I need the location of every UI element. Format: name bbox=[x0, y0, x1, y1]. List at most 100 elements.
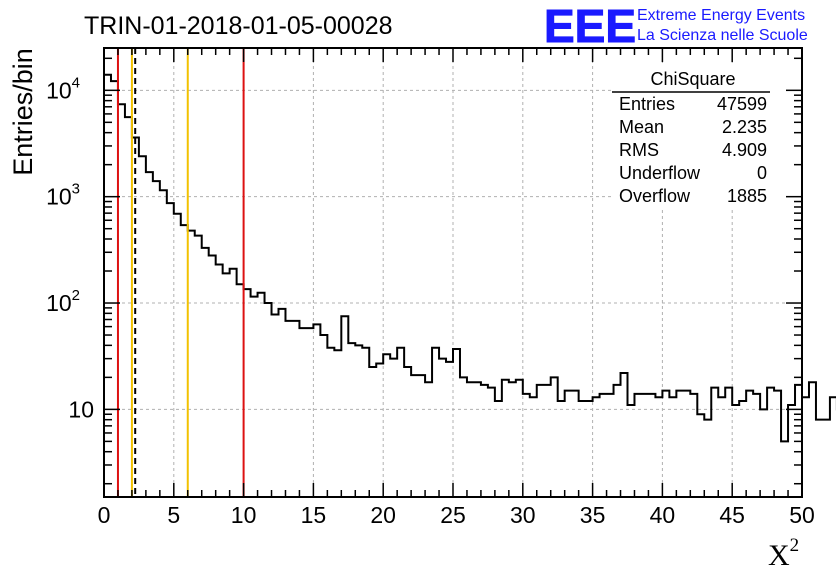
histogram-bin bbox=[760, 409, 767, 497]
histogram-bin bbox=[174, 214, 181, 497]
histogram-bin bbox=[425, 382, 432, 497]
histogram-bin bbox=[237, 284, 244, 497]
x-tick-label: 15 bbox=[301, 502, 327, 528]
logo-line-1: Extreme Energy Events bbox=[637, 7, 805, 24]
histogram-bin bbox=[146, 172, 153, 497]
histogram-bin bbox=[565, 391, 572, 497]
stats-label-rms: RMS bbox=[619, 140, 659, 160]
histogram-bin bbox=[579, 401, 586, 497]
histogram-bin bbox=[802, 397, 809, 497]
histogram-bin bbox=[195, 236, 202, 497]
histogram-bin bbox=[362, 348, 369, 497]
histogram-bin bbox=[628, 405, 635, 497]
y-tick-label-exponent: 4 bbox=[72, 74, 80, 91]
histogram-bin bbox=[621, 373, 628, 497]
histogram-bin bbox=[411, 375, 418, 497]
histogram-bin bbox=[306, 328, 313, 497]
histogram-bin bbox=[704, 420, 711, 497]
histogram-bin bbox=[439, 359, 446, 497]
histogram-bin bbox=[558, 401, 565, 497]
chart-title: TRIN-01-2018-01-05-00028 bbox=[84, 12, 393, 40]
histogram-bin bbox=[551, 377, 558, 497]
histogram-bin bbox=[397, 348, 404, 497]
histogram-bin bbox=[732, 405, 739, 497]
x-tick-label: 45 bbox=[719, 502, 745, 528]
y-tick-label-base: 10 bbox=[46, 290, 72, 316]
histogram-bin bbox=[376, 363, 383, 497]
histogram-bin bbox=[669, 397, 676, 497]
stats-label-overflow: Overflow bbox=[619, 186, 691, 206]
histogram-bin bbox=[683, 391, 690, 497]
y-tick-label-exponent: 3 bbox=[72, 181, 80, 198]
histogram-bin bbox=[634, 394, 641, 497]
eee-logo-mark: EEE bbox=[544, 0, 636, 52]
histogram-bin bbox=[285, 321, 292, 497]
histogram-bin bbox=[788, 405, 795, 497]
eee-logo: EEE Extreme Energy Events La Scienza nel… bbox=[544, 0, 808, 53]
y-tick-label: 104 bbox=[46, 74, 80, 103]
histogram-bin bbox=[244, 289, 251, 497]
histogram-bin bbox=[523, 394, 530, 497]
histogram-bin bbox=[767, 388, 774, 497]
histogram-bin bbox=[432, 348, 439, 497]
stats-label-entries: Entries bbox=[619, 94, 675, 114]
histogram-bin bbox=[823, 420, 830, 497]
histogram-bin bbox=[446, 362, 453, 497]
histogram-bin bbox=[648, 394, 655, 497]
histogram-bin bbox=[404, 367, 411, 497]
histogram-bin bbox=[334, 350, 341, 497]
logo-line-2: La Scienza nelle Scuole bbox=[637, 27, 808, 44]
x-tick-label: 50 bbox=[789, 502, 815, 528]
stats-box-background bbox=[612, 64, 802, 209]
histogram-bin bbox=[355, 345, 362, 497]
stats-value-entries: 47599 bbox=[717, 94, 767, 114]
histogram-bin bbox=[781, 441, 788, 497]
histogram-bin bbox=[167, 203, 174, 497]
histogram-bin bbox=[753, 394, 760, 497]
histogram-bin bbox=[725, 388, 732, 497]
histogram-bin bbox=[655, 397, 662, 497]
histogram-bin bbox=[495, 401, 502, 497]
histogram-bin bbox=[662, 391, 669, 497]
histogram-bin bbox=[111, 81, 118, 497]
histogram-bin bbox=[209, 255, 216, 497]
y-tick-label-base: 10 bbox=[46, 184, 72, 210]
histogram-bin bbox=[327, 348, 334, 497]
histogram-bin bbox=[676, 391, 683, 497]
histogram-bin bbox=[160, 190, 167, 497]
histogram-bin bbox=[502, 380, 509, 497]
histogram-bin bbox=[383, 354, 390, 497]
histogram-bin bbox=[369, 367, 376, 497]
y-tick-label-exponent: 2 bbox=[72, 287, 80, 304]
x-tick-label: 10 bbox=[231, 502, 257, 528]
stats-value-overflow: 1885 bbox=[727, 186, 767, 206]
histogram-bin bbox=[272, 315, 279, 497]
histogram-bin bbox=[600, 394, 607, 497]
y-tick-label: 103 bbox=[46, 181, 80, 210]
histogram-bin bbox=[474, 382, 481, 497]
histogram-bin bbox=[739, 401, 746, 497]
histogram-bin bbox=[341, 316, 348, 497]
histogram-bin bbox=[690, 394, 697, 497]
histogram-bin bbox=[181, 225, 188, 497]
stats-label-mean: Mean bbox=[619, 117, 664, 137]
stats-value-underflow: 0 bbox=[757, 163, 767, 183]
y-axis-title: Entries/bin bbox=[8, 48, 38, 176]
histogram-bin bbox=[809, 382, 816, 497]
histogram-bin bbox=[153, 181, 160, 497]
histogram-bin bbox=[774, 391, 781, 497]
histogram-bin bbox=[488, 388, 495, 497]
histogram-bin bbox=[258, 293, 265, 497]
x-tick-label: 0 bbox=[98, 502, 111, 528]
stats-box: ChiSquare Entries 47599 Mean 2.235 RMS 4… bbox=[612, 64, 802, 209]
x-tick-label: 5 bbox=[167, 502, 180, 528]
histogram-bin bbox=[711, 388, 718, 497]
histogram-bin bbox=[586, 401, 593, 497]
histogram-bin bbox=[125, 117, 132, 497]
histogram-bin bbox=[279, 309, 286, 497]
histogram-bin bbox=[188, 231, 195, 497]
histogram-bin bbox=[118, 104, 125, 497]
stats-title: ChiSquare bbox=[650, 69, 735, 89]
histogram-bin bbox=[516, 380, 523, 497]
histogram-bin bbox=[467, 382, 474, 497]
